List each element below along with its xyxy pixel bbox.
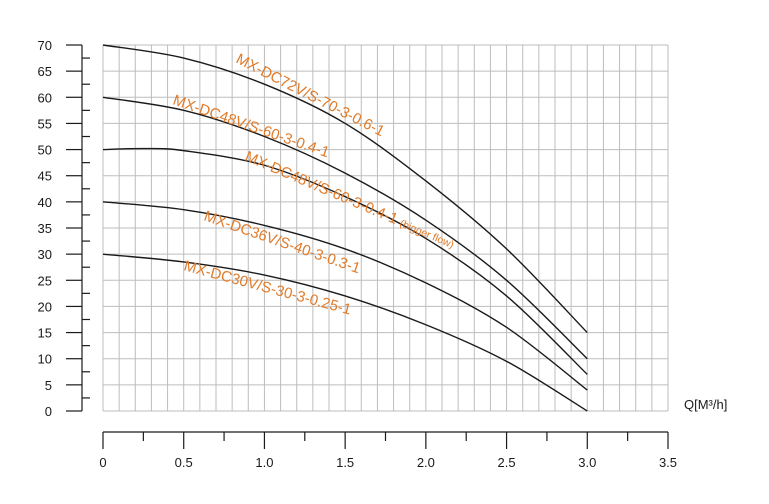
y-tick-label: 10: [38, 352, 52, 367]
x-tick-label: 1.5: [336, 455, 354, 470]
series-line: [102, 201, 588, 391]
y-tick-label: 0: [45, 404, 52, 419]
x-axis: 0 0.5 1.0 1.5 2.0 2.5 3.0 3.5: [99, 431, 677, 470]
series-line: [102, 96, 588, 360]
curve-labels: MX-DC72V/S-70-3-0.6-1MX-DC48V/S-60-3-0.4…: [171, 50, 456, 318]
grid: [102, 44, 669, 412]
series-line: [102, 44, 588, 334]
x-tick-label: 0.5: [175, 455, 193, 470]
x-tick-label: 3.5: [659, 455, 677, 470]
y-tick-label: 35: [38, 221, 52, 236]
y-tick-label: 65: [38, 64, 52, 79]
series-line: [102, 147, 588, 375]
curves: [102, 44, 588, 412]
y-tick-label: 15: [38, 326, 52, 341]
x-tick-label: 0: [99, 455, 106, 470]
y-tick-label: 20: [38, 299, 52, 314]
y-tick-label: 45: [38, 169, 52, 184]
curve-label: MX-DC36V/S-40-3-0.3-1: [202, 208, 363, 278]
x-tick-label: 2.0: [417, 455, 435, 470]
x-tick-label: 1.0: [255, 455, 273, 470]
y-axis: 0 5 10 15 20 25 30 35 40 45 50 55 60 65 70: [38, 38, 90, 419]
y-tick-label: 5: [45, 378, 52, 393]
x-tick-label: 3.0: [578, 455, 596, 470]
y-tick-label: 30: [38, 247, 52, 262]
y-tick-label: 55: [38, 116, 52, 131]
y-tick-label: 50: [38, 143, 52, 158]
y-tick-label: 25: [38, 273, 52, 288]
x-tick-label: 2.5: [498, 455, 516, 470]
x-axis-label: Q[M³/h]: [684, 397, 727, 412]
y-tick-label: 60: [38, 90, 52, 105]
y-tick-label: 70: [38, 38, 52, 53]
series-line: [102, 253, 588, 412]
y-tick-label: 40: [38, 195, 52, 210]
